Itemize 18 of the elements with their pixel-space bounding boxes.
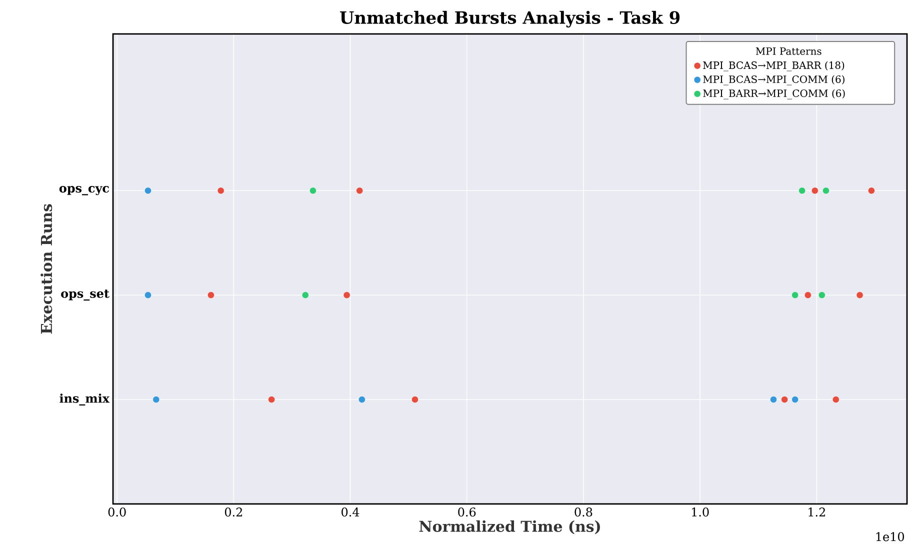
text: 1e10 <box>876 532 904 542</box>
y-tick-label: ins_mix <box>60 394 110 406</box>
y-tick-label: ops_cyc <box>59 186 109 196</box>
legend-title: MPI Patterns <box>756 48 822 55</box>
y-tick-label: ops_set <box>61 290 110 301</box>
x-axis-title: Normalized Time (ns) <box>419 520 600 534</box>
x-tick-label: 0.6 <box>458 508 476 517</box>
x-tick-label: 0.8 <box>574 508 592 517</box>
x-tick-label: 1.2 <box>808 508 825 517</box>
y-axis-title: Execution Runs <box>40 204 52 334</box>
legend-label: MPI_BCAS→MPI_COMM (6) <box>703 75 844 86</box>
legend-label: MPI_BARR→MPI_COMM (6) <box>703 89 845 100</box>
chart-title: Unmatched Bursts Analysis - Task 9 <box>340 10 680 28</box>
x-tick-label: 0.0 <box>108 508 126 517</box>
x-tick-label: 1.0 <box>692 508 709 517</box>
legend-label: MPI_BCAS→MPI_BARR (18) <box>703 61 844 72</box>
x-tick-label: 0.2 <box>224 508 242 517</box>
x-tick-label: 0.4 <box>342 508 360 517</box>
